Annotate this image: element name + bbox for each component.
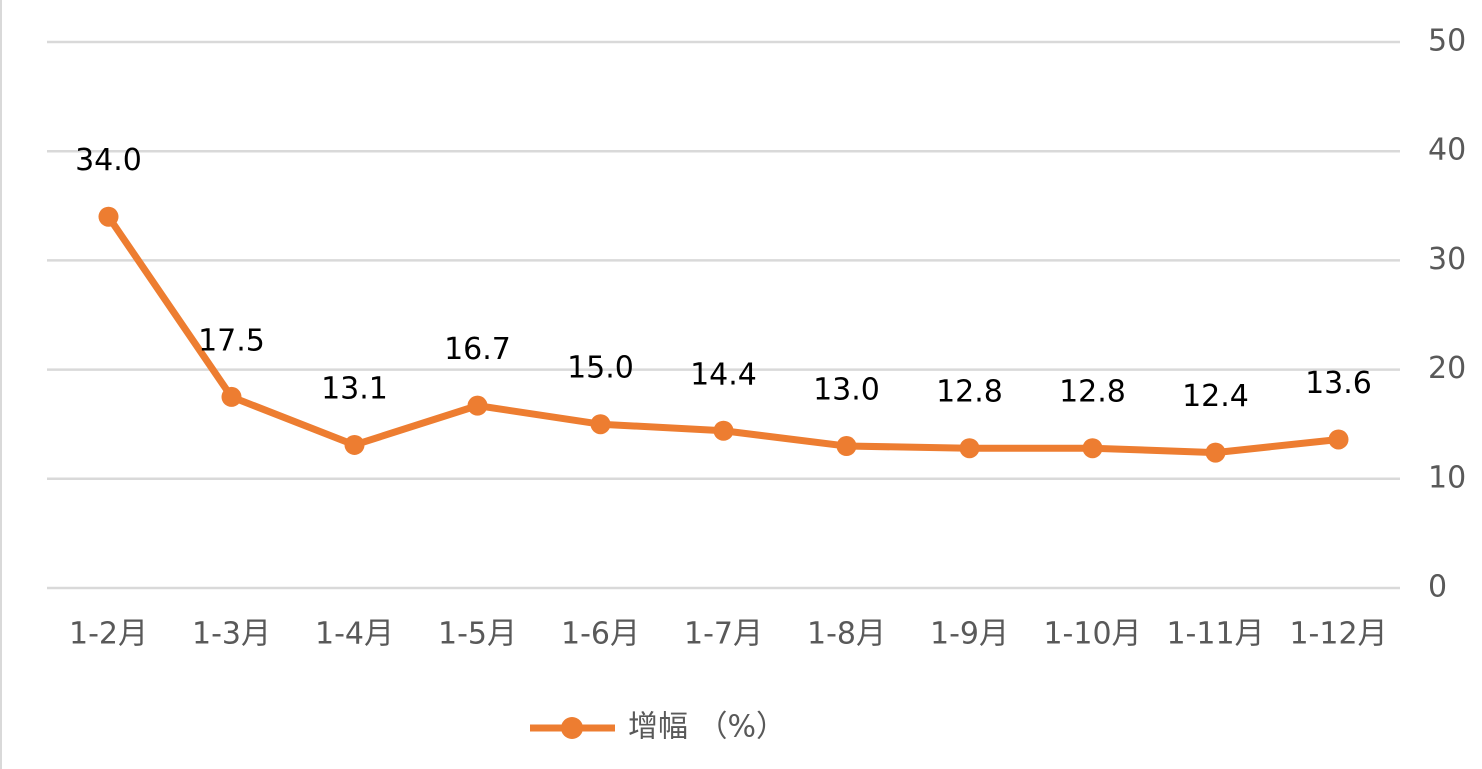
x-tick-label: 1-7月 (684, 617, 763, 652)
data-label: 13.1 (321, 371, 388, 406)
x-tick-label: 1-3月 (192, 617, 271, 652)
x-tick-label: 1-10月 (1043, 617, 1141, 652)
marker (1082, 438, 1103, 459)
data-label: 15.0 (567, 351, 634, 386)
data-label: 12.8 (1059, 375, 1126, 410)
data-label: 12.4 (1182, 379, 1249, 414)
marker (467, 395, 488, 416)
x-tick-label: 1-8月 (807, 617, 886, 652)
data-label: 34.0 (75, 143, 142, 178)
data-label: 17.5 (198, 323, 265, 358)
marker (1205, 442, 1226, 463)
x-tick-label: 1-5月 (438, 617, 517, 652)
marker (713, 420, 734, 441)
legend-marker (561, 717, 583, 739)
x-tick-label: 1-9月 (930, 617, 1009, 652)
y-tick-label: 0 (1428, 570, 1447, 605)
legend-label: 增幅 （%） (628, 710, 786, 745)
y-tick-label: 20 (1428, 351, 1466, 386)
marker (98, 206, 119, 227)
y-tick-label: 50 (1428, 24, 1466, 59)
x-tick-label: 1-2月 (69, 617, 148, 652)
marker (959, 438, 980, 459)
y-tick-label: 40 (1428, 133, 1466, 168)
data-label: 12.8 (936, 375, 1003, 410)
data-label: 13.6 (1305, 366, 1372, 401)
marker (344, 434, 365, 455)
y-tick-label: 10 (1428, 460, 1466, 495)
x-tick-label: 1-11月 (1166, 617, 1264, 652)
marker (1328, 429, 1349, 450)
marker (836, 436, 857, 457)
data-label: 13.0 (813, 373, 880, 408)
x-tick-label: 1-6月 (561, 617, 640, 652)
y-tick-label: 30 (1428, 242, 1466, 277)
data-label: 16.7 (444, 332, 511, 367)
x-tick-label: 1-12月 (1289, 617, 1387, 652)
marker (221, 386, 242, 407)
data-label: 14.4 (690, 357, 757, 392)
marker (590, 414, 611, 435)
x-tick-label: 1-4月 (315, 617, 394, 652)
